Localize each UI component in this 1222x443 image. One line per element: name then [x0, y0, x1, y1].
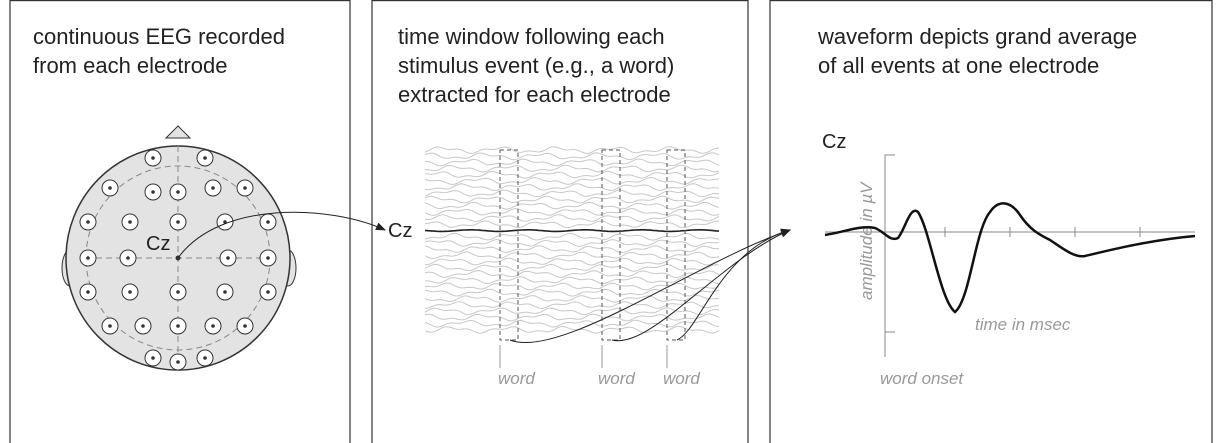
- electrode-dot: [203, 356, 207, 360]
- event-lines: [499, 345, 668, 368]
- arrows: [509, 228, 791, 343]
- eeg-trace: [424, 288, 720, 297]
- channel-label: Cz: [822, 131, 846, 153]
- y-axis-label: amplitude in µV: [857, 181, 876, 300]
- eeg-trace: [424, 152, 720, 161]
- electrode-dot: [151, 190, 155, 194]
- eeg-trace: [424, 201, 720, 210]
- electrode-dot: [226, 256, 230, 260]
- eeg-trace: [424, 164, 720, 173]
- eeg-trace: [424, 238, 720, 248]
- caption-line: continuous EEG recorded: [33, 24, 285, 49]
- eeg-traces: [424, 146, 720, 334]
- onset-label: word onset: [880, 369, 964, 388]
- electrode-label: Cz: [146, 233, 170, 255]
- electrode-dot: [243, 324, 247, 328]
- electrode-dot: [151, 356, 155, 360]
- eeg-trace: [424, 245, 720, 254]
- electrode-dot: [266, 220, 270, 224]
- panel-borders: [9, 0, 1213, 443]
- eeg-trace: [425, 276, 720, 285]
- caption-line: time window following each: [398, 24, 665, 49]
- x-axis-label: time in msec: [975, 315, 1071, 334]
- waveform: [824, 202, 1196, 314]
- eeg-trace: [424, 214, 720, 223]
- eeg-trace: [424, 263, 720, 272]
- caption-line: waveform depicts grand average: [817, 24, 1137, 49]
- electrode-dot: [211, 186, 215, 190]
- electrode-dot: [128, 220, 132, 224]
- electrode-dot: [86, 290, 90, 294]
- event-label: word: [663, 369, 700, 388]
- eeg-trace: [424, 319, 720, 328]
- electrode-dot: [176, 360, 180, 364]
- electrode-dot: [211, 324, 215, 328]
- event-label: word: [598, 369, 635, 388]
- caption-line: of all events at one electrode: [818, 53, 1099, 78]
- electrode-dot: [266, 256, 270, 260]
- electrode-dot: [86, 220, 90, 224]
- electrode-dot: [266, 290, 270, 294]
- eeg-trace: [424, 195, 720, 204]
- eeg-trace: [424, 146, 720, 155]
- electrode-dot: [203, 156, 207, 160]
- electrode-dot: [176, 190, 180, 194]
- electrode-dot: [243, 186, 247, 190]
- electrode-dot: [141, 324, 145, 328]
- eeg-trace: [424, 176, 720, 186]
- eeg-trace: [424, 313, 720, 322]
- electrode-dot: [223, 290, 227, 294]
- eeg-trace: [424, 229, 720, 233]
- head: [61, 125, 297, 371]
- eeg-trace: [424, 270, 720, 279]
- eeg-trace: [424, 301, 720, 310]
- electrode-dot: [151, 156, 155, 160]
- eeg-trace: [425, 257, 720, 266]
- channel-label: Cz: [388, 220, 412, 242]
- eeg-trace: [424, 189, 720, 198]
- eeg-trace: [424, 232, 720, 241]
- caption-line: extracted for each electrode: [398, 82, 671, 107]
- electrode-dot: [108, 186, 112, 190]
- caption-line: stimulus event (e.g., a word): [398, 53, 674, 78]
- electrode-dot: [176, 324, 180, 328]
- eeg-trace: [424, 325, 720, 334]
- eeg-trace: [424, 294, 720, 303]
- event-label: word: [498, 369, 535, 388]
- eeg-trace: [424, 282, 720, 291]
- electrode-dot: [86, 256, 90, 260]
- eeg-trace: [424, 251, 720, 260]
- axes: [825, 154, 1195, 357]
- eeg-trace: [424, 170, 720, 179]
- electrode-dot: [128, 290, 132, 294]
- electrode-dot: [126, 256, 130, 260]
- caption-line: from each electrode: [33, 53, 227, 78]
- eeg-trace: [424, 307, 720, 316]
- electrode-dot: [108, 324, 112, 328]
- event-windows: [499, 149, 686, 341]
- eeg-trace: [424, 207, 720, 216]
- eeg-trace: [424, 158, 720, 167]
- electrode-dot: [176, 290, 180, 294]
- electrode-dot: [176, 220, 180, 224]
- arrow: [177, 211, 386, 259]
- eeg-trace: [424, 183, 720, 192]
- eeg-trace: [424, 220, 720, 229]
